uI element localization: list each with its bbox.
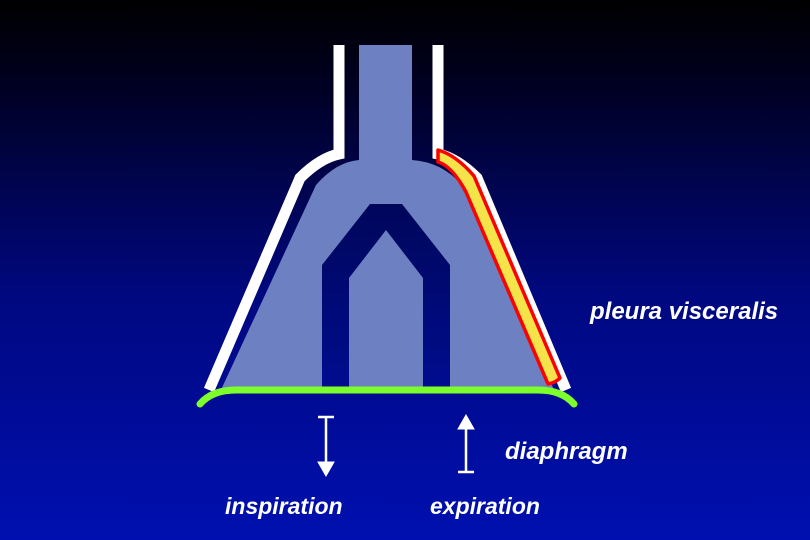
inspiration-arrow [318,417,334,476]
diaphragm-line [200,390,574,404]
label-pleura-visceralis: pleura visceralis [590,298,778,326]
label-inspiration: inspiration [225,493,343,520]
label-diaphragm: diaphragm [505,438,628,466]
expiration-arrow [458,415,474,472]
lung-diagram [0,0,810,540]
label-expiration: expiration [430,493,540,520]
